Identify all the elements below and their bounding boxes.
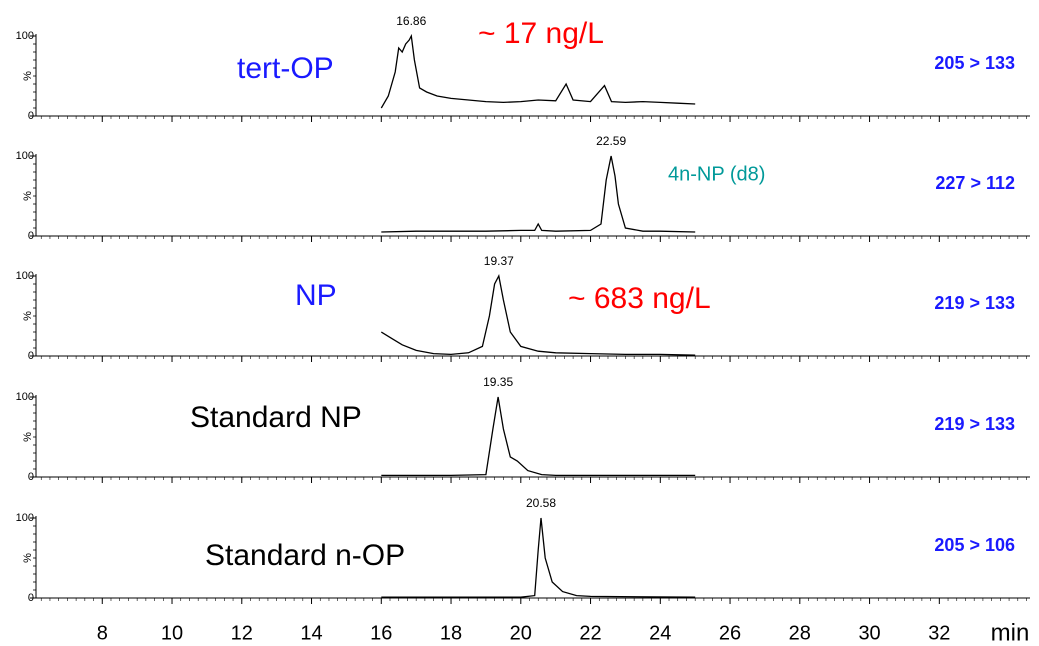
transition: 219 > 133 [934, 293, 1015, 313]
x-tick-label: 14 [300, 622, 322, 644]
y-tick-label: 100 [16, 512, 34, 524]
y-tick-label: 100 [16, 30, 34, 42]
y-axis-label: % [22, 553, 34, 563]
x-tick-label: 16 [370, 622, 392, 644]
y-axis-label: % [22, 432, 34, 442]
transition: 219 > 133 [934, 414, 1015, 434]
transition: 205 > 133 [934, 53, 1015, 73]
trace [381, 155, 696, 233]
x-tick-label: 22 [579, 622, 601, 644]
x-tick-label: 28 [789, 622, 811, 644]
x-tick-label: 10 [161, 622, 183, 644]
peak-label: 20.58 [526, 496, 556, 510]
transition: 227 > 112 [935, 173, 1015, 193]
y-tick-label: 0 [28, 110, 34, 122]
x-tick-label: 32 [928, 622, 950, 644]
concentration: ~ 17 ng/L [478, 17, 604, 50]
y-tick-label: 0 [28, 471, 34, 483]
x-tick-label: 8 [97, 622, 108, 644]
trace [380, 274, 696, 356]
y-tick-label: 0 [28, 350, 34, 362]
y-tick-label: 0 [28, 230, 34, 242]
peak-label: 19.37 [484, 254, 514, 268]
x-axis-label: min [991, 619, 1030, 646]
x-tick-label: 30 [858, 622, 880, 644]
compound-label: NP [295, 279, 337, 312]
peak-label: 16.86 [396, 14, 426, 28]
y-axis-label: % [22, 311, 34, 321]
x-tick-label: 24 [649, 622, 671, 644]
y-tick-label: 100 [16, 391, 34, 403]
compound-label: tert-OP [237, 52, 334, 85]
y-tick-label: 0 [28, 592, 34, 604]
y-tick-label: 100 [16, 270, 34, 282]
trace [381, 396, 696, 477]
y-axis-label: % [22, 71, 34, 81]
trace [380, 33, 696, 109]
y-tick-label: 100 [16, 150, 34, 162]
x-tick-label: 12 [231, 622, 253, 644]
y-axis-label: % [22, 191, 34, 201]
transition: 205 > 106 [934, 535, 1015, 555]
compound-label: Standard n-OP [205, 539, 405, 572]
trace [381, 517, 696, 598]
x-tick-label: 26 [719, 622, 741, 644]
concentration: ~ 683 ng/L [568, 282, 711, 315]
compound-label: 4n-NP (d8) [668, 163, 765, 185]
compound-label: Standard NP [190, 401, 362, 434]
x-tick-label: 20 [510, 622, 532, 644]
x-tick-label: 18 [440, 622, 462, 644]
peak-label: 22.59 [596, 134, 626, 148]
peak-label: 19.35 [483, 375, 513, 389]
